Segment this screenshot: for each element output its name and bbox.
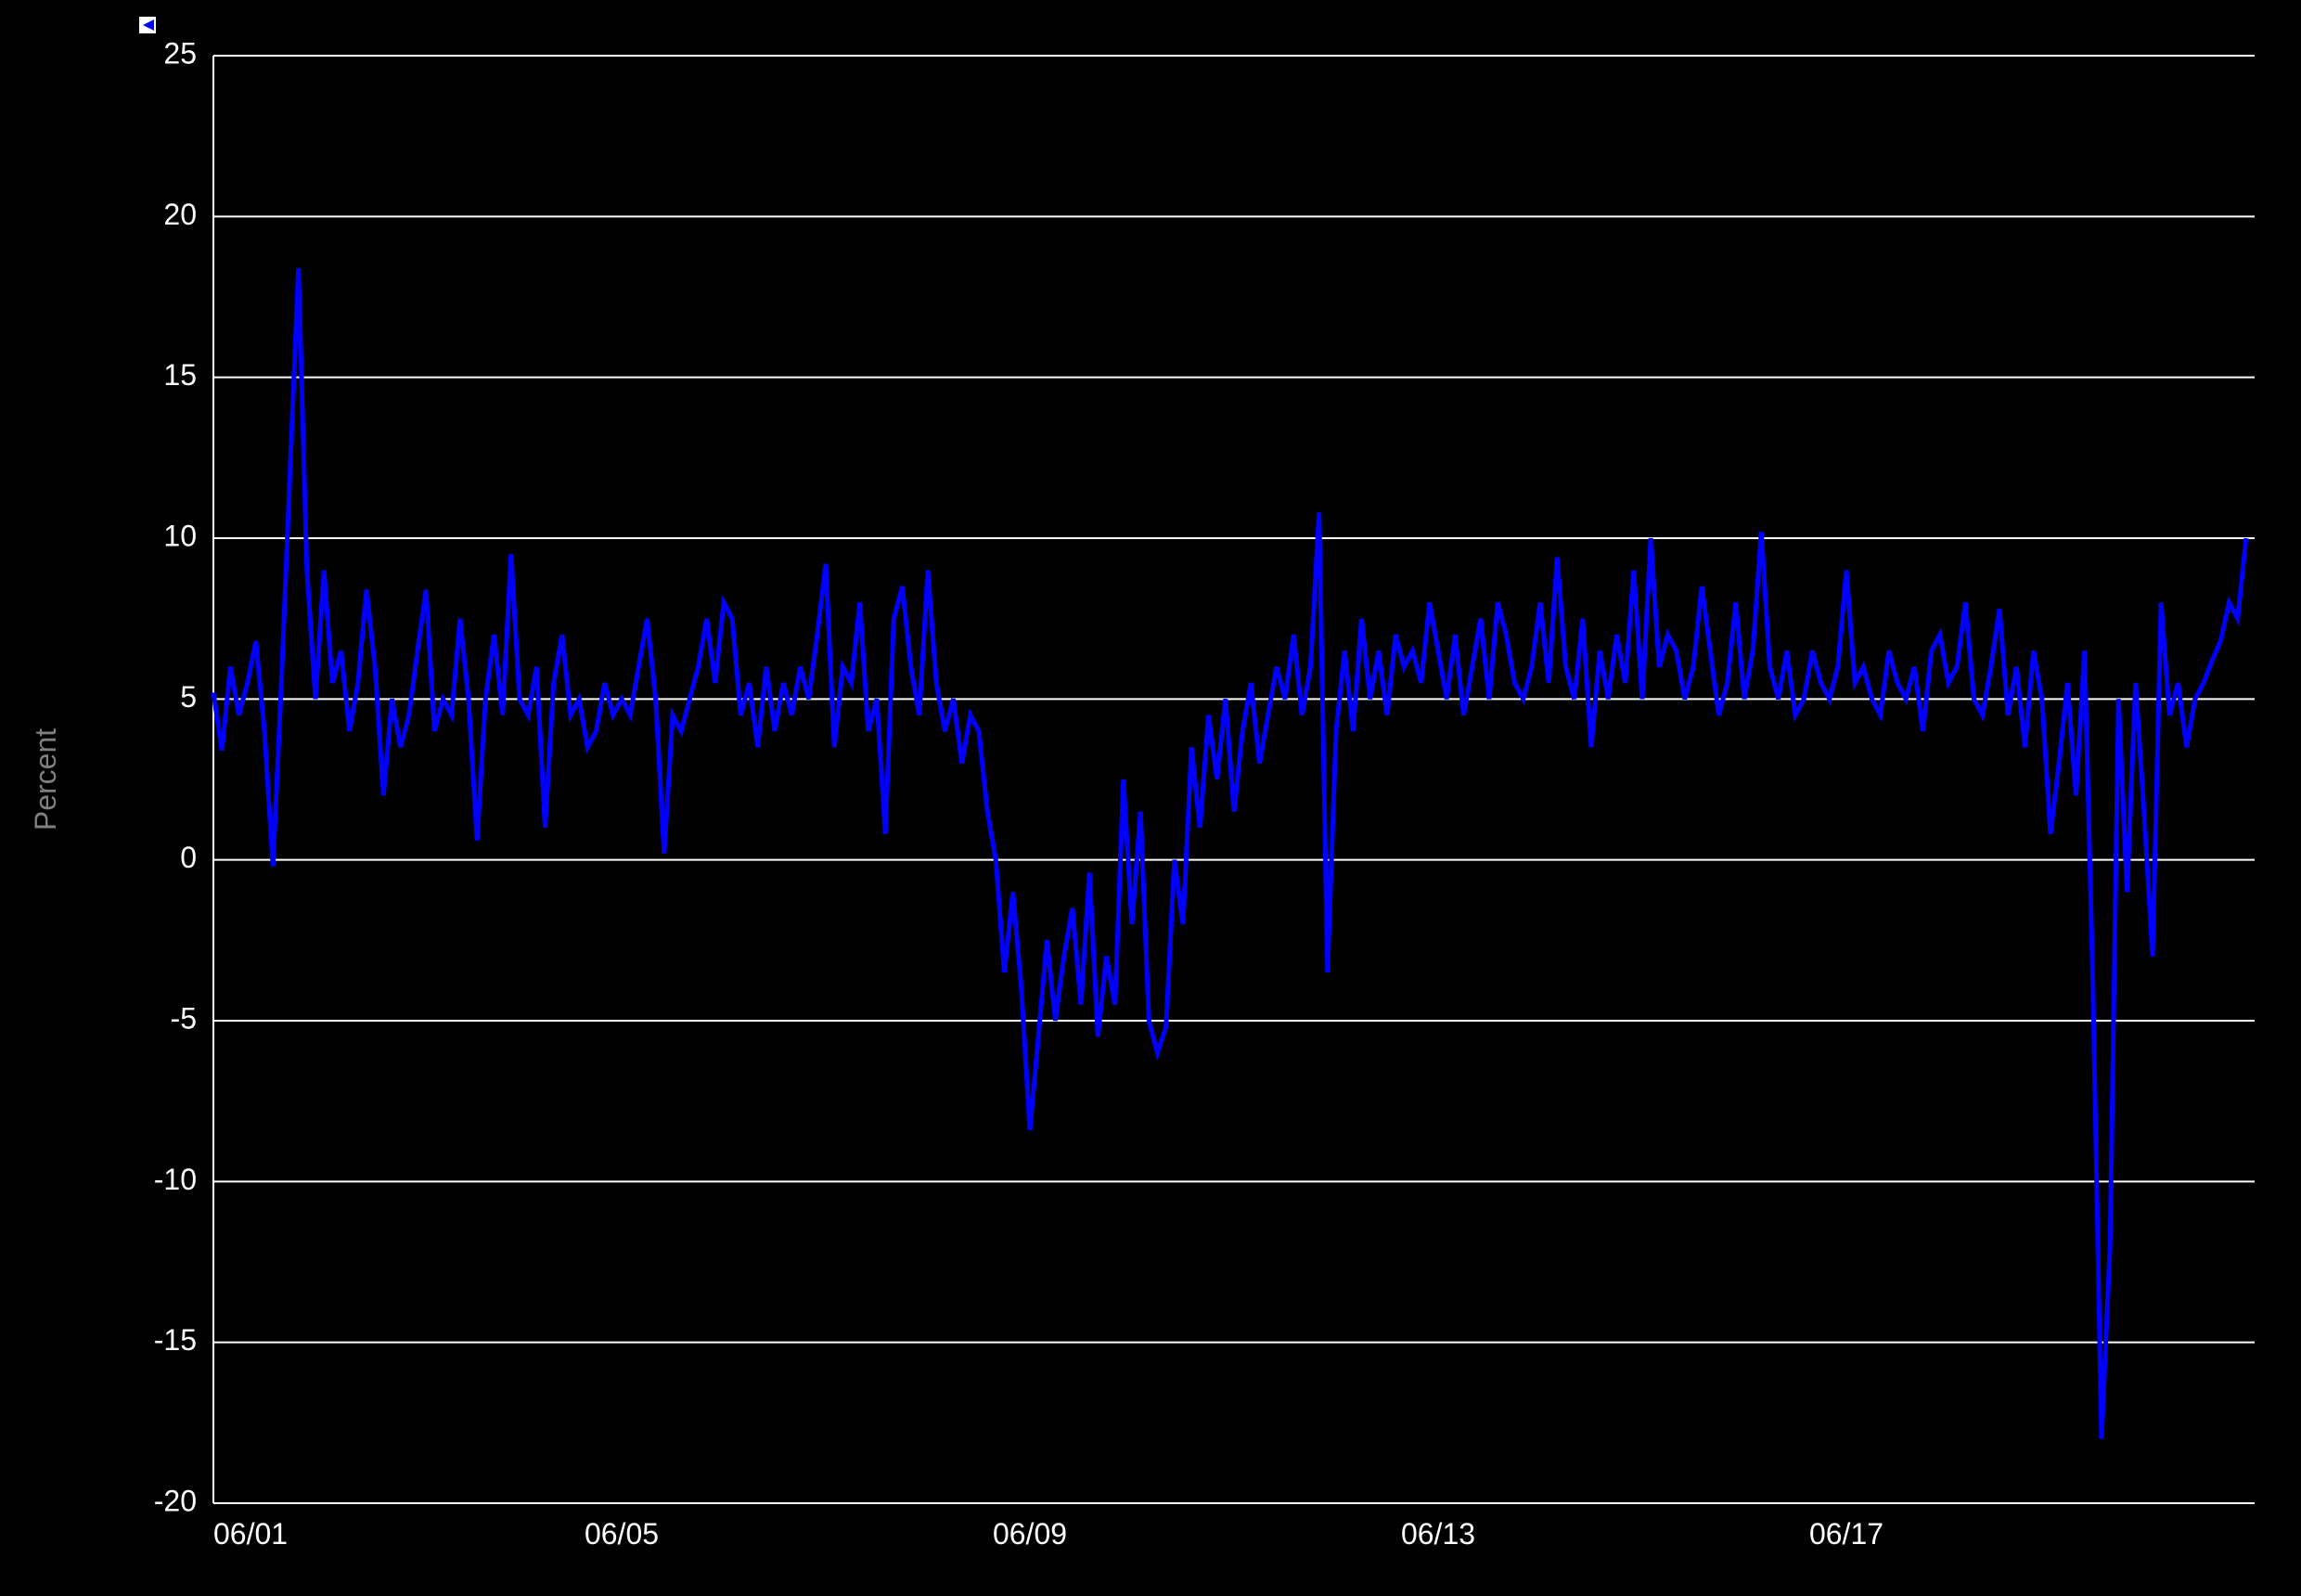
x-tick-label: 06/09 bbox=[993, 1517, 1067, 1551]
x-tick-label: 06/13 bbox=[1401, 1517, 1475, 1551]
y-tick-label: 20 bbox=[163, 198, 197, 231]
chart-svg: -20 -15 -10 -5 0 5 10 15 20 25 06/01 06/05 06/09 06/1… bbox=[0, 0, 2301, 1596]
y-tick-label: -5 bbox=[171, 1001, 197, 1035]
y-tick-label: 15 bbox=[163, 358, 197, 392]
y-tick-label: 5 bbox=[180, 680, 197, 714]
x-tick-label: 06/01 bbox=[213, 1517, 288, 1551]
y-tick-label: -10 bbox=[154, 1163, 197, 1196]
y-tick-label: 10 bbox=[163, 519, 197, 552]
time-series-chart: -20 -15 -10 -5 0 5 10 15 20 25 06/01 06/05 06/09 06/1… bbox=[0, 0, 2301, 1596]
y-tick-label: -20 bbox=[154, 1484, 197, 1517]
y-tick-label: -15 bbox=[154, 1323, 197, 1357]
y-axis-title: Percent bbox=[29, 728, 62, 830]
chart-background bbox=[0, 0, 2301, 1596]
y-tick-label: 25 bbox=[163, 36, 197, 70]
y-tick-label: 0 bbox=[180, 841, 197, 874]
x-tick-label: 06/17 bbox=[1809, 1517, 1883, 1551]
x-tick-label: 06/05 bbox=[585, 1517, 659, 1551]
